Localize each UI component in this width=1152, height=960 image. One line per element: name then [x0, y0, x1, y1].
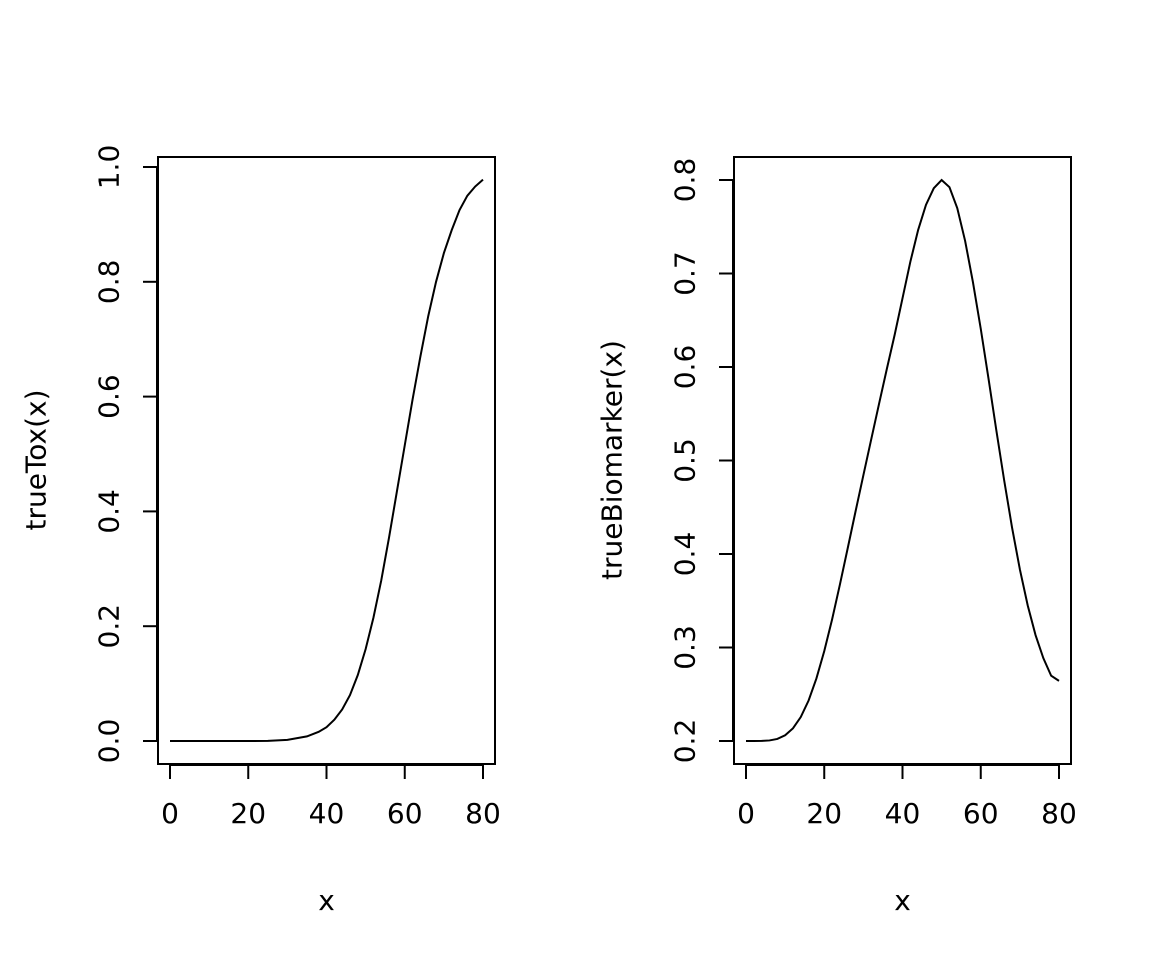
x-tick-label: 20	[230, 797, 266, 830]
chart-panel-1: 0 20 40 60 80 0.0 0.2 0.4 0.6 0.8 1.0 x trueTox(x)	[20, 145, 501, 917]
x-tick-label: 0	[737, 797, 755, 830]
x-tick-label: 80	[1041, 797, 1077, 830]
y-tick-label: 0.4	[669, 532, 702, 577]
y-tick-label: 0.8	[669, 158, 702, 203]
y-tick-label: 0.4	[93, 489, 126, 534]
y-tick-label: 0.2	[669, 719, 702, 764]
plot-frame	[733, 156, 1072, 765]
plot-frame	[157, 156, 496, 765]
x-axis-title: x	[318, 884, 335, 917]
y-tick-label: 0.0	[93, 719, 126, 764]
chart-panel-2: 0 20 40 60 80 0.2 0.3 0.4 0.5 0.6 0.7 0.8 x trueBioma…	[596, 156, 1077, 917]
y-tick-label: 0.2	[93, 604, 126, 649]
y-tick-label: 0.7	[669, 251, 702, 296]
x-tick-label: 40	[309, 797, 345, 830]
x-axis: 0 20 40 60 80	[737, 764, 1077, 830]
y-tick-label: 0.6	[93, 374, 126, 419]
series-line	[746, 178, 1060, 742]
x-tick-label: 40	[885, 797, 921, 830]
y-axis: 0.0 0.2 0.4 0.6 0.8 1.0	[93, 145, 158, 764]
x-axis-title: x	[894, 884, 911, 917]
x-tick-label: 80	[465, 797, 501, 830]
x-tick-label: 0	[161, 797, 179, 830]
y-axis-title: trueTox(x)	[20, 389, 53, 530]
y-axis-title: trueBiomarker(x)	[596, 340, 629, 580]
x-tick-label: 60	[387, 797, 423, 830]
y-tick-label: 1.0	[93, 145, 126, 190]
y-tick-label: 0.5	[669, 438, 702, 483]
y-tick-label: 0.6	[669, 345, 702, 390]
series-line	[170, 178, 484, 742]
y-tick-label: 0.8	[93, 260, 126, 305]
x-axis: 0 20 40 60 80	[161, 764, 501, 830]
y-tick-label: 0.3	[669, 625, 702, 670]
x-tick-label: 20	[806, 797, 842, 830]
y-axis: 0.2 0.3 0.4 0.5 0.6 0.7 0.8	[669, 158, 734, 764]
x-tick-label: 60	[963, 797, 999, 830]
